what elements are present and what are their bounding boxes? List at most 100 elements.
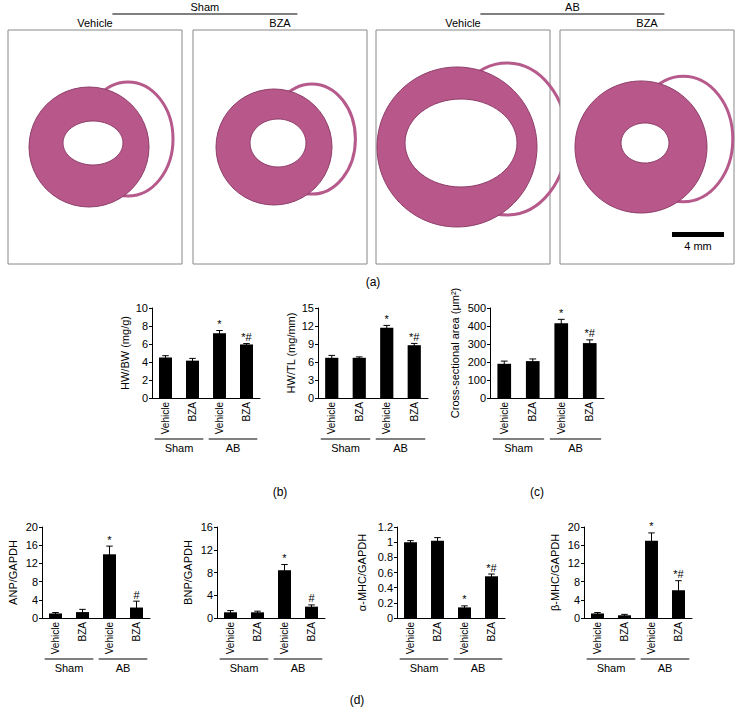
svg-text:BZA: BZA: [673, 622, 684, 642]
svg-text:0: 0: [387, 612, 393, 624]
svg-text:12: 12: [568, 557, 580, 569]
svg-text:Sham: Sham: [410, 662, 439, 674]
svg-text:AB: AB: [568, 442, 583, 454]
svg-text:β-MHC/GAPDH: β-MHC/GAPDH: [549, 534, 561, 611]
svg-text:Sham: Sham: [191, 1, 220, 13]
svg-text:0.2: 0.2: [378, 597, 393, 609]
svg-text:(a): (a): [366, 275, 381, 289]
svg-text:*#: *#: [241, 331, 252, 343]
svg-text:*: *: [559, 307, 564, 319]
svg-text:Sham: Sham: [230, 662, 259, 674]
svg-text:#: #: [308, 592, 315, 604]
svg-text:Vehicle: Vehicle: [646, 622, 657, 655]
svg-text:20: 20: [26, 521, 38, 533]
svg-text:20: 20: [568, 521, 580, 533]
svg-text:1.2: 1.2: [378, 521, 393, 533]
svg-text:(b): (b): [273, 485, 288, 499]
svg-text:12: 12: [26, 557, 38, 569]
svg-text:BZA: BZA: [241, 402, 252, 422]
svg-text:BZA: BZA: [432, 622, 443, 642]
svg-text:*#: *#: [585, 327, 596, 339]
svg-text:0.8: 0.8: [378, 551, 393, 563]
svg-text:0: 0: [308, 392, 314, 404]
svg-text:Sham: Sham: [55, 662, 84, 674]
svg-text:Vehicle: Vehicle: [225, 622, 236, 655]
svg-text:BZA: BZA: [131, 622, 142, 642]
svg-text:AB: AB: [658, 662, 673, 674]
svg-text:Cross-sectional area (μm²): Cross-sectional area (μm²): [449, 288, 461, 418]
svg-text:BZA: BZA: [354, 402, 365, 422]
svg-text:BZA: BZA: [619, 622, 630, 642]
svg-text:4 mm: 4 mm: [684, 240, 712, 252]
svg-text:Vehicle: Vehicle: [445, 17, 480, 29]
svg-text:#: #: [133, 589, 140, 601]
svg-text:Vehicle: Vehicle: [459, 622, 470, 655]
svg-text:BZA: BZA: [252, 622, 263, 642]
svg-text:8: 8: [207, 567, 213, 579]
svg-text:*: *: [217, 318, 222, 330]
svg-text:*: *: [649, 520, 654, 532]
svg-text:400: 400: [468, 320, 486, 332]
svg-text:200: 200: [468, 356, 486, 368]
svg-text:(c): (c): [530, 485, 544, 499]
svg-text:*: *: [282, 552, 287, 564]
svg-text:BZA: BZA: [306, 622, 317, 642]
svg-text:ANP/GAPDH: ANP/GAPDH: [7, 540, 19, 605]
svg-text:10: 10: [136, 302, 148, 314]
svg-text:*: *: [107, 534, 112, 546]
svg-text:Vehicle: Vehicle: [556, 402, 567, 435]
svg-text:*: *: [462, 593, 467, 605]
svg-text:100: 100: [468, 374, 486, 386]
svg-text:16: 16: [26, 539, 38, 551]
svg-text:8: 8: [574, 576, 580, 588]
svg-text:0: 0: [32, 612, 38, 624]
svg-text:AB: AB: [116, 662, 131, 674]
svg-text:4: 4: [207, 589, 213, 601]
svg-text:Vehicle: Vehicle: [592, 622, 603, 655]
svg-text:4: 4: [32, 594, 38, 606]
svg-text:BZA: BZA: [636, 17, 658, 29]
svg-text:Sham: Sham: [331, 442, 360, 454]
svg-text:Vehicle: Vehicle: [160, 402, 171, 435]
svg-text:9: 9: [308, 338, 314, 350]
svg-text:Vehicle: Vehicle: [104, 622, 115, 655]
svg-text:AB: AB: [565, 1, 580, 13]
svg-text:6: 6: [308, 356, 314, 368]
svg-text:Vehicle: Vehicle: [381, 402, 392, 435]
svg-text:α-MHC/GAPDH: α-MHC/GAPDH: [356, 534, 368, 611]
svg-text:500: 500: [468, 302, 486, 314]
svg-text:12: 12: [302, 320, 314, 332]
svg-text:(d): (d): [350, 693, 365, 707]
svg-text:0: 0: [142, 392, 148, 404]
svg-text:BNP/GAPDH: BNP/GAPDH: [182, 540, 194, 605]
svg-text:0.4: 0.4: [378, 582, 393, 594]
svg-text:Vehicle: Vehicle: [214, 402, 225, 435]
svg-text:*: *: [385, 313, 390, 325]
svg-text:*#: *#: [486, 562, 497, 574]
svg-text:2: 2: [142, 374, 148, 386]
svg-text:6: 6: [142, 338, 148, 350]
svg-text:300: 300: [468, 338, 486, 350]
svg-text:AB: AB: [393, 442, 408, 454]
svg-text:AB: AB: [291, 662, 306, 674]
svg-text:Vehicle: Vehicle: [50, 622, 61, 655]
svg-text:16: 16: [201, 521, 213, 533]
svg-text:Vehicle: Vehicle: [499, 402, 510, 435]
svg-text:0: 0: [574, 612, 580, 624]
svg-text:HW/BW (mg/g): HW/BW (mg/g): [119, 316, 131, 390]
svg-text:15: 15: [302, 302, 314, 314]
svg-text:0.6: 0.6: [378, 567, 393, 579]
svg-text:Sham: Sham: [504, 442, 533, 454]
svg-text:16: 16: [568, 539, 580, 551]
svg-text:Vehicle: Vehicle: [279, 622, 290, 655]
svg-text:12: 12: [201, 544, 213, 556]
svg-text:BZA: BZA: [187, 402, 198, 422]
svg-text:*#: *#: [409, 331, 420, 343]
svg-text:Vehicle: Vehicle: [405, 622, 416, 655]
svg-text:Sham: Sham: [597, 662, 626, 674]
svg-text:8: 8: [142, 320, 148, 332]
svg-text:BZA: BZA: [527, 402, 538, 422]
svg-text:0: 0: [207, 612, 213, 624]
svg-text:BZA: BZA: [584, 402, 595, 422]
svg-text:Sham: Sham: [165, 442, 194, 454]
